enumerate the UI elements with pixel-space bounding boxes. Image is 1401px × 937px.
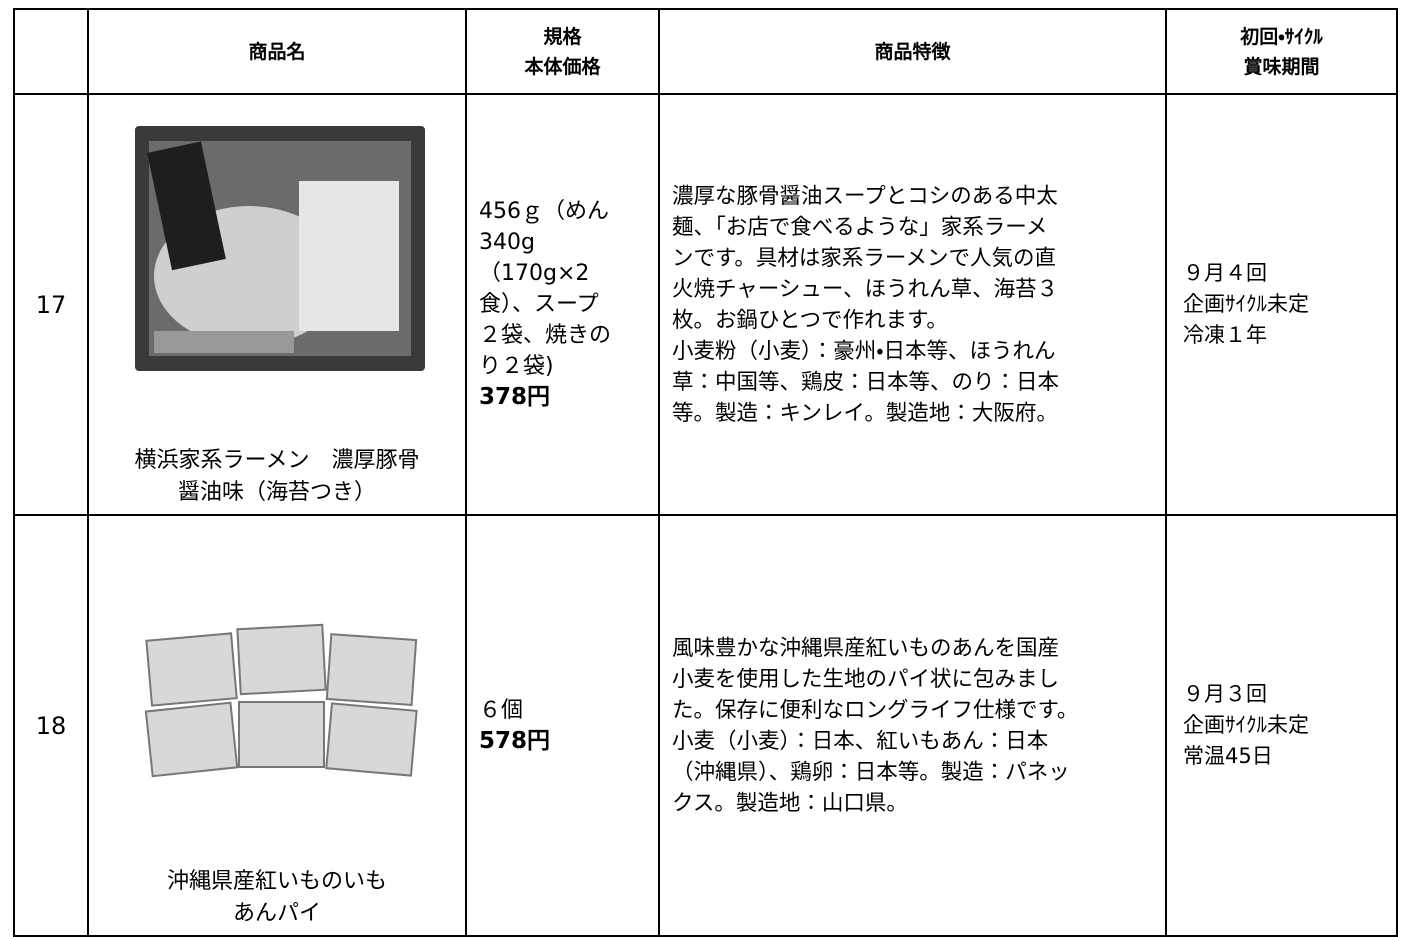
features-cell: 風味豊かな沖縄県産紅いものあんを国産 小麦を使用した生地のパイ状に包みまし た。保存… xyxy=(658,514,1167,937)
header-line: 本体価格 xyxy=(524,55,601,78)
period-line: 冷凍１年 xyxy=(1183,323,1267,347)
feature-line: 小麦粉（小麦）：豪州・日本等、ほうれん xyxy=(672,338,1056,364)
spec-cell: 456ｇ（めん 340g （170g×2 食）、スープ ２袋、焼きの り２袋) 378円 xyxy=(465,93,660,516)
name-line: 横浜家系ラーメン 濃厚豚骨 xyxy=(134,448,420,473)
item-number: 17 xyxy=(13,93,89,516)
header-line: 初回・ｻｲｸﾙ xyxy=(1240,25,1323,48)
header-cell: 商品特徴 xyxy=(658,8,1167,95)
name-cell: 沖縄県産紅いものいも あんパイ xyxy=(87,514,467,937)
product-image xyxy=(135,126,425,371)
header-cell: 初回・ｻｲｸﾙ 賞味期間 xyxy=(1165,8,1398,95)
product-name: 横浜家系ラーメン 濃厚豚骨 醤油味（海苔つき） xyxy=(89,445,465,509)
item-row: 18 沖縄県産紅いものいも あんパイ ６個 578円 風味豊かな沖縄県産紅いものあん… xyxy=(13,514,1398,937)
header-cell: 規格 本体価格 xyxy=(465,8,660,95)
spec-line: 340g xyxy=(479,230,535,255)
period-line: 企画ｻｲｸﾙ未定 xyxy=(1183,292,1309,316)
item-number: 18 xyxy=(13,514,89,937)
feature-line: 濃厚な豚骨醤油スープとコシのある中太 xyxy=(672,183,1058,209)
feature-line: 火焼チャーシュー、ほうれん草、海苔３ xyxy=(672,276,1059,302)
spec-line: （170g×2 xyxy=(479,261,590,286)
feature-line: 草：中国等、鶏皮：日本等、のり：日本 xyxy=(672,369,1060,395)
period-line: 常温45日 xyxy=(1183,744,1273,768)
feature-line: クス。製造地：山口県。 xyxy=(672,790,908,816)
name-line: 沖縄県産紅いものいも xyxy=(166,869,387,894)
feature-line: 風味豊かな沖縄県産紅いものあんを国産 xyxy=(672,635,1060,661)
product-image xyxy=(144,623,418,778)
spec-line: ２袋、焼きの xyxy=(479,323,612,348)
period-line: ９月３回 xyxy=(1183,682,1267,706)
feature-line: 等。製造：キンレイ。製造地：大阪府。 xyxy=(672,400,1058,426)
price: 378円 xyxy=(479,384,551,410)
header-cell: 商品名 xyxy=(87,8,467,95)
feature-line: た。保存に便利なロングライフ仕様です。 xyxy=(672,697,1079,723)
feature-line: ンです。具材は家系ラーメンで人気の直 xyxy=(672,245,1056,271)
spec-line: 食）、スープ xyxy=(479,292,599,317)
features-cell: 濃厚な豚骨醤油スープとコシのある中太 麺、「お店で食べるような」家系ラーメ ンです。… xyxy=(658,93,1167,516)
name-box: 沖縄県産紅いものいも あんパイ xyxy=(89,517,465,934)
period-cell: ９月４回企画ｻｲｸﾙ未定 冷凍１年 xyxy=(1165,93,1398,516)
period-line: 企画ｻｲｸﾙ未定 xyxy=(1183,713,1309,737)
header-line: 賞味期間 xyxy=(1243,55,1320,78)
name-line: あんパイ xyxy=(232,901,321,926)
price: 578円 xyxy=(479,727,551,754)
header-row: 商品名 規格本体価格 商品特徴 初回・ｻｲｸﾙ 賞味期間 xyxy=(13,8,1398,95)
name-cell: 横浜家系ラーメン 濃厚豚骨 醤油味（海苔つき） xyxy=(87,93,467,516)
spec-cell: ６個 578円 xyxy=(465,514,660,937)
spec-line: ６個 xyxy=(479,697,524,723)
feature-line: 小麦を使用した生地のパイ状に包みまし xyxy=(672,666,1060,692)
header-cell xyxy=(13,8,89,95)
period-line: ９月４回 xyxy=(1183,261,1267,285)
product-table: 商品名 規格本体価格 商品特徴 初回・ｻｲｸﾙ 賞味期間 17 横浜家系ラーメン … xyxy=(13,8,1398,937)
feature-line: 小麦（小麦）：日本、紅いもあん：日本 xyxy=(672,728,1049,754)
spec-line: り２袋) xyxy=(479,354,554,379)
period-cell: ９月３回企画ｻｲｸﾙ未定 常温45日 xyxy=(1165,514,1398,937)
spec-line: 456ｇ（めん xyxy=(479,199,609,224)
feature-line: 枚。お鍋ひとつで作れます。 xyxy=(672,307,948,333)
item-row: 17 横浜家系ラーメン 濃厚豚骨 醤油味（海苔つき） 456ｇ（めん 340g （17… xyxy=(13,93,1398,516)
feature-line: （沖縄県）、鶏卵：日本等。製造：パネッ xyxy=(672,759,1070,785)
name-box: 横浜家系ラーメン 濃厚豚骨 醤油味（海苔つき） xyxy=(89,96,465,513)
feature-line: 麺、「お店で食べるような」家系ラーメ xyxy=(672,214,1048,240)
product-name: 沖縄県産紅いものいも あんパイ xyxy=(89,866,465,930)
name-line: 醤油味（海苔つき） xyxy=(177,480,376,505)
header-line: 規格 xyxy=(543,25,582,48)
